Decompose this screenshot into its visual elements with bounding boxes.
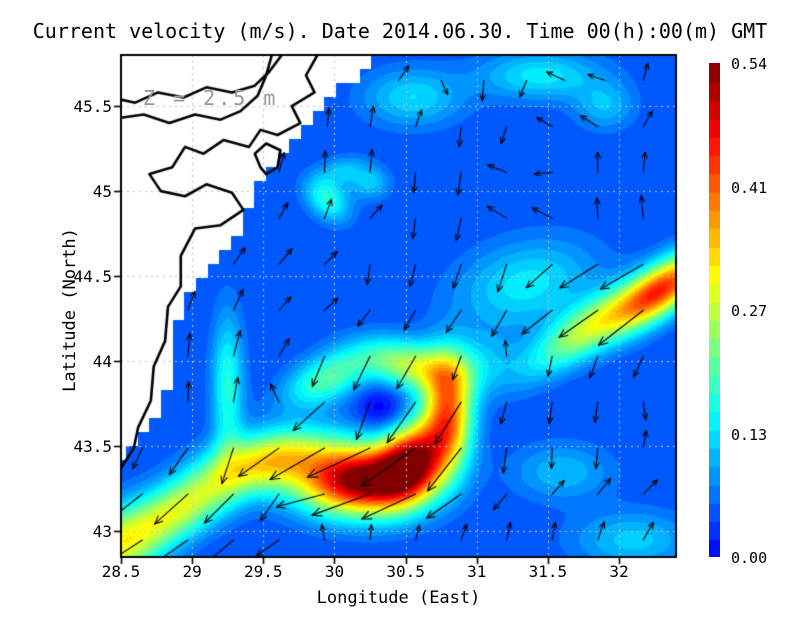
y-tick-label: 44.5	[73, 267, 112, 287]
y-tick-label: 44	[92, 352, 112, 372]
depth-annotation: Z = 2.5 m	[143, 86, 279, 110]
colorbar-tick-label: 0.27	[731, 302, 768, 320]
colorbar-tick-label: 0.54	[731, 55, 768, 73]
colorbar-tick-label: 0.00	[731, 549, 768, 567]
x-tick-label: 30	[324, 562, 345, 581]
y-tick-label: 43	[92, 522, 112, 542]
x-tick-label: 32	[609, 562, 629, 581]
x-tick-label: 28.5	[101, 562, 141, 581]
x-tick-label: 30.5	[386, 562, 425, 581]
y-tick-label: 45	[92, 182, 112, 202]
x-tick-label: 29	[182, 562, 202, 581]
colorbar-tick-label: 0.13	[731, 425, 768, 444]
y-tick-label: 45.5	[73, 97, 112, 117]
x-tick-label: 31	[467, 562, 487, 581]
x-tick-label: 31.5	[528, 562, 568, 581]
chart-title: Current velocity (m/s). Date 2014.06.30.…	[32, 19, 768, 43]
x-tick-label: 29.5	[244, 562, 283, 581]
colorbar	[709, 63, 720, 557]
y-tick-label: 43.5	[73, 437, 112, 457]
x-axis-label: Longitude (East)	[316, 588, 481, 608]
colorbar-tick-label: 0.41	[731, 178, 768, 197]
